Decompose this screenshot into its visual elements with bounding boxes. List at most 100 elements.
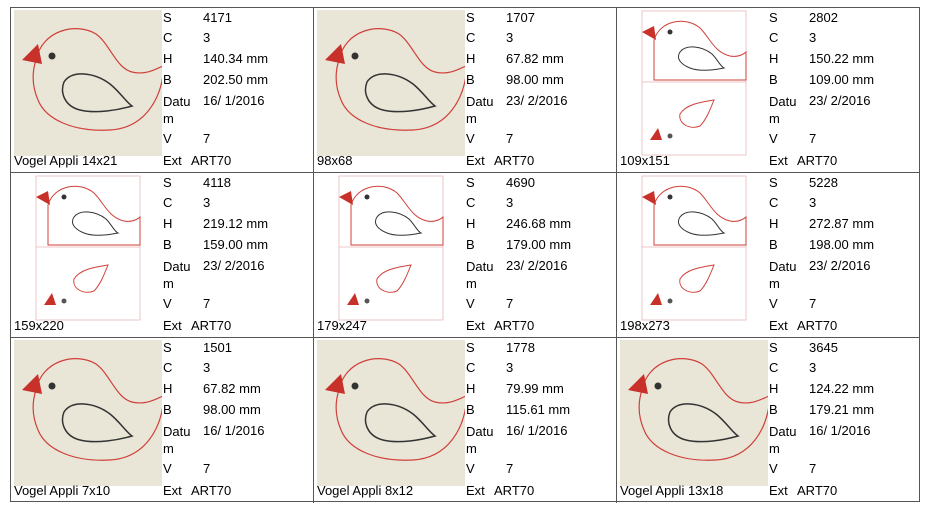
design-name: Vogel Appli 8x12	[317, 483, 414, 498]
field-label: Ext	[163, 483, 182, 498]
field-value: ART70	[191, 153, 232, 168]
field-label: V	[163, 296, 172, 311]
field-value: 7	[506, 461, 514, 476]
design-thumbnail	[620, 10, 768, 156]
field-label: Datum	[466, 259, 494, 291]
field-label: V	[769, 461, 778, 476]
field-value: 1707	[506, 10, 535, 25]
design-cell[interactable]: S 4690 C 3 H 246.68 mm B 179.00 mm Datum 23/ 2/20…	[314, 173, 617, 338]
field-value: 23/ 2/2016	[506, 93, 568, 108]
field-label: V	[466, 296, 475, 311]
field-label: V	[466, 131, 475, 146]
field-label: B	[769, 402, 778, 417]
design-thumbnail	[14, 10, 162, 156]
field-value: 4171	[203, 10, 232, 25]
field-value: ART70	[797, 153, 838, 168]
field-value: 140.34 mm	[203, 51, 269, 66]
field-value: 7	[809, 131, 817, 146]
field-label: C	[769, 30, 779, 45]
design-cell[interactable]: S 1707 C 3 H 67.82 mm B 98.00 mm Datum 23/ 2/2016…	[314, 8, 617, 173]
field-value: 3	[809, 30, 817, 45]
field-value: 219.12 mm	[203, 216, 269, 231]
field-label: Ext	[769, 483, 788, 498]
field-label: H	[769, 216, 779, 231]
field-value: 98.00 mm	[506, 72, 564, 87]
field-value: 3	[203, 360, 211, 375]
field-value: 3	[809, 195, 817, 210]
field-value: 4118	[203, 175, 231, 190]
field-label: C	[466, 195, 476, 210]
field-value: 150.22 mm	[809, 51, 875, 66]
field-value: ART70	[191, 483, 232, 498]
design-cell[interactable]: S 4118 C 3 H 219.12 mm B 159.00 mm Datum 23/ 2/20…	[11, 173, 314, 338]
design-name: Vogel Appli 14x21	[14, 153, 118, 168]
field-label: S	[163, 10, 172, 25]
field-label: H	[769, 51, 779, 66]
field-label: S	[466, 340, 475, 355]
field-label: C	[466, 360, 476, 375]
field-label: S	[163, 340, 172, 355]
field-label: S	[466, 175, 475, 190]
field-value: 246.68 mm	[506, 216, 572, 231]
field-label: Ext	[769, 318, 788, 333]
field-label: B	[769, 72, 778, 87]
field-value: 3	[203, 195, 211, 210]
field-label: B	[466, 72, 475, 87]
field-label: S	[466, 10, 475, 25]
field-value: 23/ 2/2016	[809, 258, 871, 273]
design-name: Vogel Appli 13x18	[620, 483, 724, 498]
field-label: B	[466, 402, 475, 417]
field-value: 4690	[506, 175, 535, 190]
design-cell[interactable]: S 3645 C 3 H 124.22 mm B 179.21 mm Datum 16/ 1/20…	[617, 338, 920, 503]
field-label: V	[769, 296, 778, 311]
field-value: ART70	[191, 318, 232, 333]
field-label: C	[769, 360, 779, 375]
field-label: C	[466, 30, 476, 45]
field-value: 3	[809, 360, 817, 375]
design-name: 98x68	[317, 153, 353, 168]
design-cell[interactable]: S 1501 C 3 H 67.82 mm B 98.00 mm Datum 16/ 1/2016…	[11, 338, 314, 503]
field-value: 16/ 1/2016	[203, 93, 265, 108]
field-label: H	[163, 51, 173, 66]
field-value: 1501	[203, 340, 232, 355]
design-cell[interactable]: S 1778 C 3 H 79.99 mm B 115.61 mm Datum 16/ 1/201…	[314, 338, 617, 503]
field-value: 67.82 mm	[506, 51, 564, 66]
field-label: V	[163, 131, 172, 146]
field-value: 198.00 mm	[809, 237, 875, 252]
design-cell[interactable]: S 5228 C 3 H 272.87 mm B 198.00 mm Datum 23/ 2/20…	[617, 173, 920, 338]
field-label: Ext	[466, 318, 485, 333]
field-label: H	[466, 51, 476, 66]
field-label: S	[769, 10, 778, 25]
field-label: Datum	[163, 94, 191, 126]
field-label: H	[163, 216, 173, 231]
design-cell[interactable]: S 4171 C 3 H 140.34 mm B 202.50 mm Datum 16/ 1/20…	[11, 8, 314, 173]
field-value: ART70	[494, 318, 535, 333]
field-value: 23/ 2/2016	[203, 258, 265, 273]
field-label: H	[163, 381, 173, 396]
design-thumbnail	[317, 340, 465, 486]
field-value: 7	[203, 461, 211, 476]
field-label: Ext	[466, 483, 485, 498]
field-label: Datum	[466, 94, 494, 126]
field-value: 2802	[809, 10, 838, 25]
field-label: Datum	[163, 259, 191, 291]
design-thumbnail	[14, 175, 162, 321]
design-thumbnail	[317, 10, 465, 156]
field-value: 272.87 mm	[809, 216, 875, 231]
field-value: 3	[506, 30, 514, 45]
field-label: S	[769, 340, 778, 355]
field-label: Datum	[769, 424, 797, 456]
field-value: 3645	[809, 340, 838, 355]
field-label: B	[466, 237, 475, 252]
field-value: ART70	[797, 483, 838, 498]
field-value: ART70	[797, 318, 838, 333]
field-value: ART70	[494, 483, 535, 498]
field-label: Datum	[769, 259, 797, 291]
field-value: 16/ 1/2016	[203, 423, 265, 438]
design-cell[interactable]: S 2802 C 3 H 150.22 mm B 109.00 mm Datum 23/ 2/20…	[617, 8, 920, 173]
field-value: 3	[506, 195, 514, 210]
field-label: B	[163, 72, 172, 87]
field-label: C	[163, 360, 173, 375]
field-label: H	[466, 216, 476, 231]
